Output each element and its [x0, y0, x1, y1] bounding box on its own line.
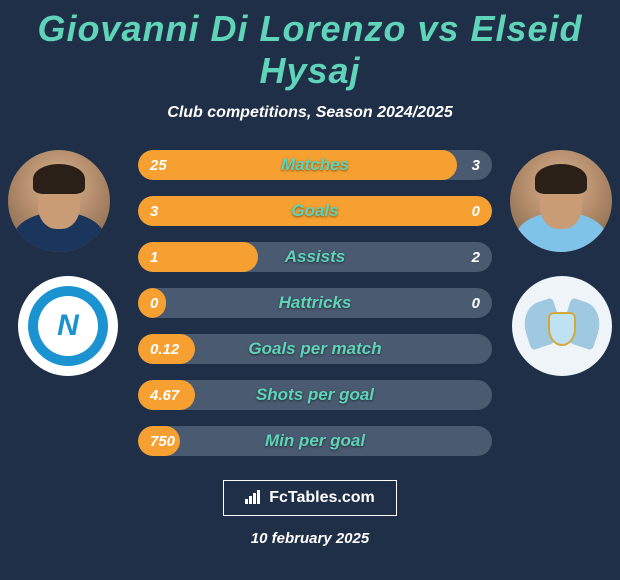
stat-label: Goals: [138, 196, 492, 226]
napoli-letter: N: [38, 296, 98, 356]
stat-bar: 30Goals: [138, 196, 492, 226]
stat-bar: 4.67Shots per goal: [138, 380, 492, 410]
lazio-shield-icon: [548, 312, 576, 346]
stat-bar: 00Hattricks: [138, 288, 492, 318]
comparison-title: Giovanni Di Lorenzo vs Elseid Hysaj: [0, 0, 620, 92]
chart-icon: [245, 490, 263, 507]
stat-label: Assists: [138, 242, 492, 272]
stat-bar: 0.12Goals per match: [138, 334, 492, 364]
comparison-panel: N 253Matches 30Goals 12Assists 00Hattricks 0…: [0, 150, 620, 470]
player-right-avatar: [510, 150, 612, 252]
stat-bar: 12Assists: [138, 242, 492, 272]
brand-text: FcTables.com: [269, 489, 375, 507]
avatar-hair: [33, 164, 85, 194]
stat-label: Shots per goal: [138, 380, 492, 410]
player-left-avatar: [8, 150, 110, 252]
club-badge-right: [512, 276, 612, 376]
season-subtitle: Club competitions, Season 2024/2025: [0, 104, 620, 122]
stat-label: Hattricks: [138, 288, 492, 318]
stat-label: Goals per match: [138, 334, 492, 364]
lazio-badge: [524, 296, 600, 356]
snapshot-date: 10 february 2025: [0, 530, 620, 547]
stat-label: Min per goal: [138, 426, 492, 456]
napoli-badge: N: [28, 286, 108, 366]
avatar-hair: [535, 164, 587, 194]
stat-bar: 253Matches: [138, 150, 492, 180]
stat-bar: 750Min per goal: [138, 426, 492, 456]
stat-label: Matches: [138, 150, 492, 180]
club-badge-left: N: [18, 276, 118, 376]
stat-bars-container: 253Matches 30Goals 12Assists 00Hattricks 0.1…: [138, 150, 492, 472]
brand-box: FcTables.com: [223, 480, 397, 516]
